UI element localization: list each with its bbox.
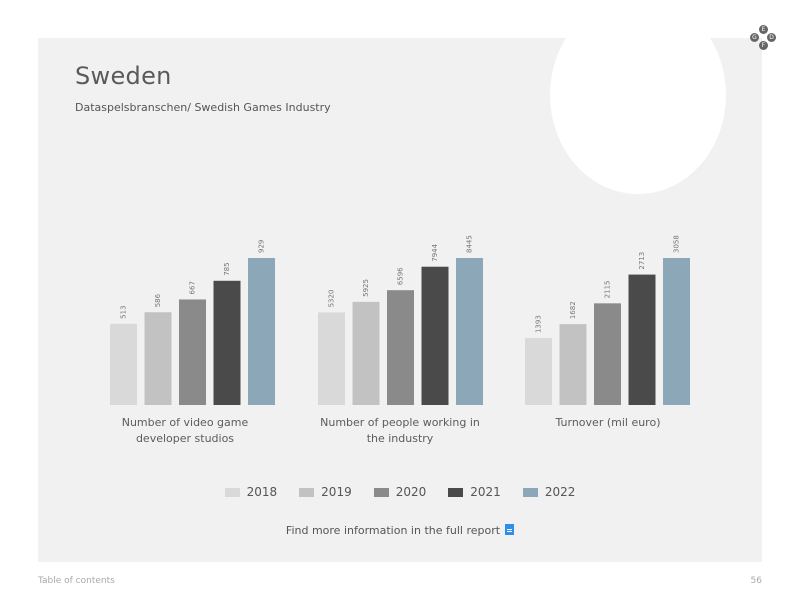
logo-letter: F [759,41,768,50]
legend-item-2022: 2022 [522,485,576,499]
logo-letter: G [750,33,759,42]
bar-2-2022 [663,258,690,405]
legend-swatch [299,487,315,497]
data-label-1-2: 6596 [397,267,405,285]
document-icon[interactable] [505,524,515,535]
bar-1-2022 [456,258,483,405]
legend-swatch [373,487,389,497]
legend-label: 2019 [321,485,352,499]
logo-letter: D [767,33,776,42]
bar-0-2021 [213,280,241,405]
legend-label: 2018 [246,485,278,499]
legend-swatch [224,487,240,497]
data-label-0-0: 513 [120,305,128,318]
data-label-2-4: 3058 [673,235,681,253]
legend-item-2019: 2019 [299,485,352,499]
data-label-0-2: 667 [189,281,197,294]
data-label-0-1: 586 [154,293,162,307]
chart-legend: 2018 2019 2020 2021 2022 [38,485,762,499]
bar-1-2019 [352,301,380,405]
page-title: Sweden [75,62,172,90]
group-label-studios: Number of video game developer studios [121,416,249,445]
bar-1-2021 [421,266,449,405]
logo-letter: E [759,25,768,34]
bar-2-2020 [594,303,621,405]
legend-item-2018: 2018 [224,485,278,499]
data-label-1-0: 5320 [328,290,336,308]
content-panel: Sweden Dataspelsbranschen/ Swedish Games… [38,38,762,562]
legend-swatch [522,487,538,497]
legend-item-2020: 2020 [373,485,427,499]
data-label-1-1: 5925 [362,279,370,297]
bar-2-2021 [628,274,656,405]
data-label-0-3: 785 [223,262,231,275]
data-label-2-2: 2115 [604,281,612,299]
data-label-1-4: 8445 [466,235,474,253]
legend-label: 2022 [544,485,576,499]
logo: E G D F [750,25,776,51]
bar-0-2022 [248,258,275,405]
bar-0-2020 [179,299,206,405]
bar-0-2019 [144,312,172,405]
decorative-circle [550,38,726,194]
data-label-2-3: 2713 [638,252,646,270]
bar-2-2019 [559,324,587,405]
data-label-0-4: 929 [258,240,266,253]
bar-0-2018 [110,323,137,405]
legend-label: 2020 [395,485,427,499]
page-subtitle: Dataspelsbranschen/ Swedish Games Indust… [75,101,331,114]
legend-item-2021: 2021 [448,485,501,499]
data-label-1-3: 7944 [431,243,439,261]
legend-label: 2021 [470,485,501,499]
data-label-2-0: 1393 [535,315,543,333]
bar-chart: 513 586 667 785 929 5320 5925 6596 7944 8445 1393 1… [110,235,690,405]
group-label-turnover: Turnover (mil euro) [555,416,661,429]
group-label-people: Number of people working in the industry [320,416,480,445]
bar-2-2018 [525,338,552,405]
full-report-link[interactable]: Find more information in the full report [38,524,762,537]
table-of-contents-link[interactable]: Table of contents [38,576,115,586]
full-report-link-text[interactable]: Find more information in the full report [285,524,501,537]
bar-1-2018 [318,312,345,405]
data-label-2-1: 1682 [569,301,577,319]
page-number: 56 [750,576,762,586]
bar-1-2020 [387,290,414,405]
legend-swatch [448,487,464,497]
